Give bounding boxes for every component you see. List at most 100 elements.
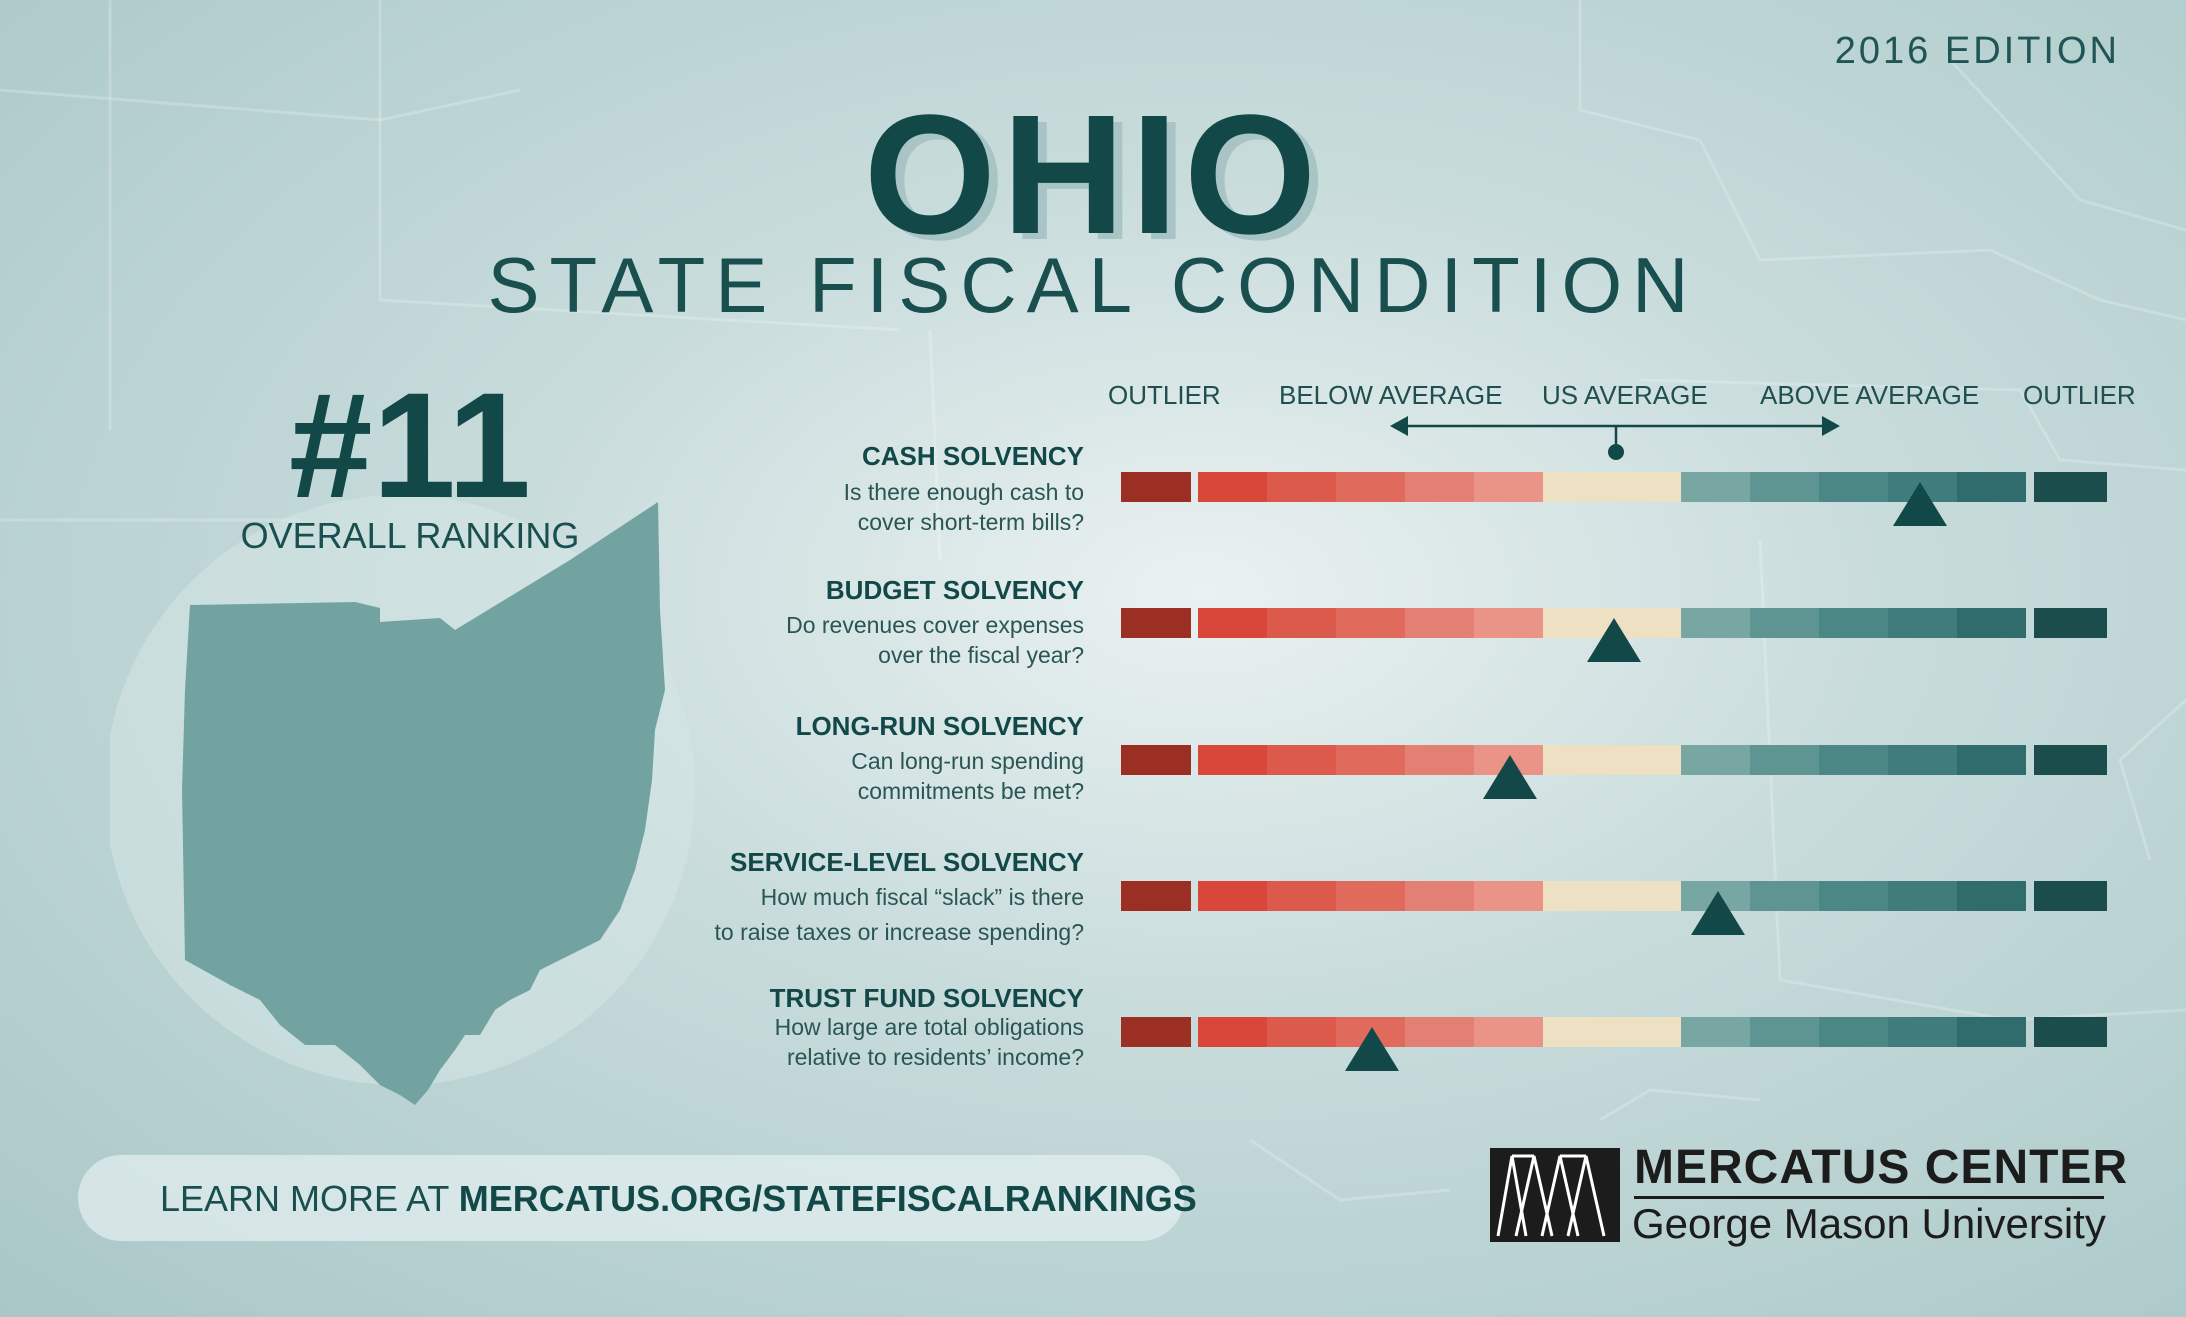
- scale-segment: [1198, 472, 1267, 502]
- scale-segment: [1121, 1017, 1191, 1047]
- scale-segment: [1750, 881, 1819, 911]
- metric-scale-bar: [1121, 745, 2107, 799]
- scale-arrow: [1390, 416, 1840, 460]
- scale-segment: [1819, 745, 1888, 775]
- scale-segment: [1819, 881, 1888, 911]
- overall-rank-label: OVERALL RANKING: [240, 515, 580, 556]
- scale-segment: [1267, 745, 1336, 775]
- score-marker: [1345, 1027, 1400, 1071]
- scale-segment: [1121, 608, 1191, 638]
- metric-question-line-1: How much fiscal “slack” is there: [760, 884, 1084, 910]
- scale-segment: [1267, 608, 1336, 638]
- metric-title: SERVICE-LEVEL SOLVENCY: [730, 847, 1084, 877]
- scale-segment: [1750, 1017, 1819, 1047]
- score-marker: [1892, 482, 1947, 526]
- metric-scale-bar: [1121, 1017, 2107, 1071]
- scale-segment: [1405, 881, 1474, 911]
- metric-scale-bar: [1121, 881, 2107, 935]
- us-average-dot: [1608, 444, 1624, 460]
- page-title: OHIO: [863, 80, 1323, 270]
- scale-segment: [1957, 881, 2026, 911]
- scale-segment: [1474, 608, 1543, 638]
- scale-segment: [1681, 1017, 1750, 1047]
- scale-segment: [1750, 745, 1819, 775]
- scale-segment: [1543, 472, 1681, 502]
- learn-more-text: LEARN MORE AT MERCATUS.ORG/STATEFISCALRA…: [160, 1178, 1197, 1220]
- metric-question-line-2: relative to residents’ income?: [786, 1044, 1084, 1070]
- scale-segment: [1474, 881, 1543, 911]
- scale-segment: [1336, 881, 1405, 911]
- scale-segment: [2034, 472, 2107, 502]
- scale-segment: [1681, 745, 1750, 775]
- metric-scale-bar: [1121, 472, 2107, 526]
- learn-more-banner: LEARN MORE AT MERCATUS.ORG/STATEFISCALRA…: [78, 1155, 1197, 1241]
- scale-segment: [1267, 472, 1336, 502]
- scale-segment: [1819, 608, 1888, 638]
- score-marker: [1690, 891, 1745, 935]
- scale-segment: [1543, 1017, 1681, 1047]
- scale-segment: [1957, 745, 2026, 775]
- score-marker: [1483, 755, 1538, 799]
- scale-segment: [2034, 608, 2107, 638]
- ohio-shape: [182, 502, 665, 1105]
- metric-question-line-1: Is there enough cash to: [843, 479, 1084, 505]
- scale-segment: [1888, 1017, 1957, 1047]
- logo-divider: [1634, 1196, 2104, 1199]
- scale-segment: [1888, 745, 1957, 775]
- metric-question-line-2: to raise taxes or increase spending?: [714, 919, 1085, 945]
- george-mason-university: George Mason University: [1632, 1200, 2106, 1247]
- scale-label-below-average: BELOW AVERAGE: [1279, 380, 1503, 410]
- scale-segment: [1681, 472, 1750, 502]
- mercatus-logo-mark: [1490, 1148, 1620, 1242]
- ohio-state-map: [110, 495, 695, 1105]
- metric-question-line-2: over the fiscal year?: [878, 642, 1084, 668]
- scale-segment: [1336, 472, 1405, 502]
- scale-segment: [1957, 1017, 2026, 1047]
- scale-segment: [1750, 608, 1819, 638]
- edition-label: 2016 EDITION: [1834, 30, 2120, 72]
- mercatus-center-name: MERCATUS CENTER: [1634, 1141, 2129, 1194]
- scale-label-outlier-left: OUTLIER: [1108, 380, 1221, 410]
- metric-title: LONG-RUN SOLVENCY: [795, 711, 1084, 741]
- metric-title: BUDGET SOLVENCY: [825, 575, 1084, 605]
- score-marker: [1587, 618, 1641, 662]
- scale-segment: [1888, 608, 1957, 638]
- scale-segment: [1819, 1017, 1888, 1047]
- scale-segment: [1405, 608, 1474, 638]
- metric-question-line-2: commitments be met?: [857, 778, 1084, 804]
- scale-segment: [1474, 472, 1543, 502]
- metric-title: TRUST FUND SOLVENCY: [769, 983, 1084, 1013]
- page-subtitle: STATE FISCAL CONDITION: [487, 241, 1699, 329]
- scale-segment: [1267, 1017, 1336, 1047]
- metric-question-line-2: cover short-term bills?: [857, 509, 1084, 535]
- metric-question-line-1: Can long-run spending: [851, 748, 1084, 774]
- learn-more-link[interactable]: MERCATUS.ORG/STATEFISCALRANKINGS: [458, 1178, 1197, 1219]
- overall-rank: #11: [289, 361, 531, 529]
- scale-segment: [1543, 881, 1681, 911]
- scale-segment: [1198, 881, 1267, 911]
- scale-segment: [1819, 472, 1888, 502]
- scale-segment: [2034, 745, 2107, 775]
- metric-question-line-1: How large are total obligations: [774, 1014, 1084, 1040]
- scale-segment: [1405, 472, 1474, 502]
- metric-question-line-1: Do revenues cover expenses: [786, 612, 1084, 638]
- scale-segment: [1336, 745, 1405, 775]
- scale-label-us-average: US AVERAGE: [1542, 380, 1708, 410]
- scale-label-above-average: ABOVE AVERAGE: [1760, 380, 1980, 410]
- metric-title: CASH SOLVENCY: [862, 441, 1084, 471]
- scale-segment: [1405, 1017, 1474, 1047]
- scale-segment: [1543, 745, 1681, 775]
- scale-segment: [1198, 608, 1267, 638]
- scale-segment: [1888, 881, 1957, 911]
- scale-segment: [1750, 472, 1819, 502]
- scale-segment: [1957, 608, 2026, 638]
- scale-segment: [1957, 472, 2026, 502]
- scale-segment: [1121, 472, 1191, 502]
- scale-segment: [1121, 745, 1191, 775]
- learn-more-prefix: LEARN MORE AT: [160, 1178, 459, 1219]
- scale-segment: [2034, 881, 2107, 911]
- metric-scale-bar: [1121, 608, 2107, 662]
- scale-segment: [1405, 745, 1474, 775]
- scale-segment: [1267, 881, 1336, 911]
